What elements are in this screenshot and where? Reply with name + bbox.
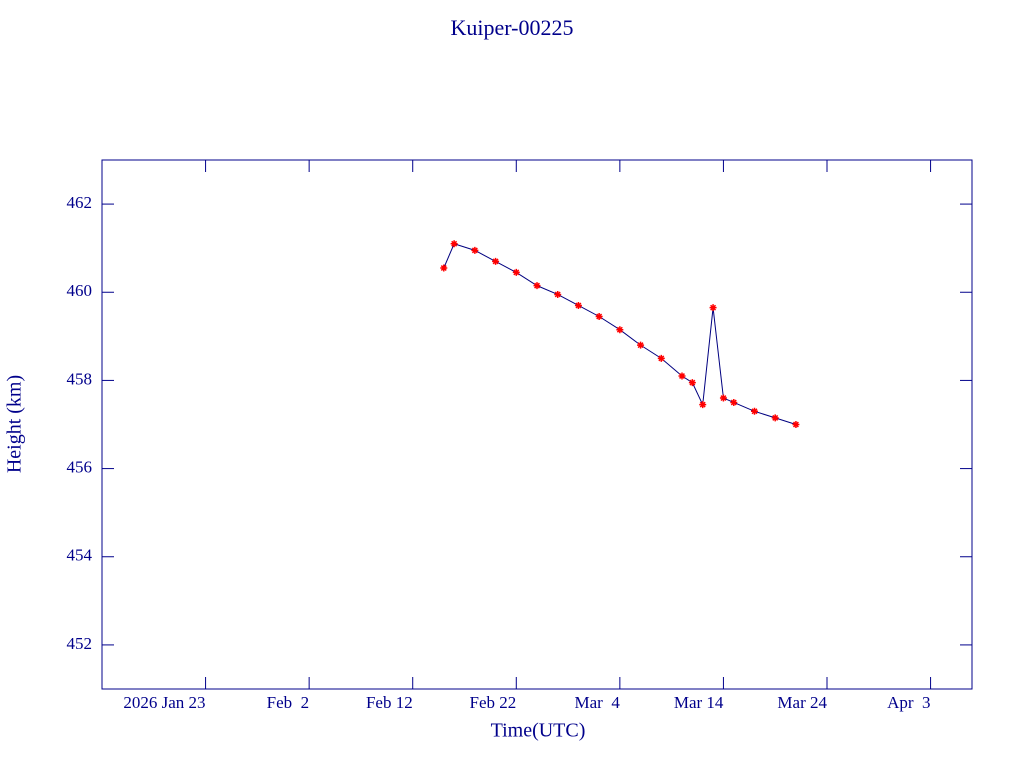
data-point	[616, 326, 624, 334]
series-line	[443, 243, 797, 425]
data-point	[637, 341, 645, 349]
data-point	[574, 301, 582, 309]
x-tick-label: Mar 14	[674, 693, 724, 712]
data-point	[771, 414, 779, 422]
data-point	[440, 264, 448, 272]
data-point	[719, 394, 727, 402]
x-axis-label: Time(UTC)	[491, 720, 586, 742]
y-tick-label: 456	[67, 457, 93, 476]
x-tick-label: Apr 3	[887, 693, 930, 712]
data-point	[678, 372, 686, 380]
data-point	[492, 257, 500, 265]
y-tick-label: 452	[67, 634, 93, 653]
y-axis-label: Height (km)	[4, 375, 26, 473]
data-point	[730, 398, 738, 406]
data-point	[595, 312, 603, 320]
data-point	[657, 354, 665, 362]
data-point	[471, 246, 479, 254]
data-point	[688, 379, 696, 387]
data-point	[512, 268, 520, 276]
x-tick-label: Mar 24	[777, 693, 827, 712]
x-tick-label: Feb 12	[366, 693, 413, 712]
data-point	[751, 407, 758, 415]
x-tick-label: Feb 22	[470, 693, 517, 712]
x-tick-label: 2026 Jan 23	[123, 693, 205, 712]
data-point	[554, 290, 562, 298]
y-tick-label: 462	[67, 193, 93, 212]
x-tick-label: Mar 4	[575, 693, 621, 712]
chart-title: Kuiper-00225	[451, 15, 574, 40]
y-tick-label: 460	[67, 281, 93, 300]
data-point	[709, 304, 717, 312]
y-tick-label: 458	[67, 369, 93, 388]
y-tick-label: 454	[67, 546, 93, 565]
data-point	[450, 240, 458, 248]
plot-frame	[101, 159, 973, 690]
data-point	[699, 401, 707, 409]
data-point	[533, 282, 541, 290]
data-point	[792, 421, 800, 428]
x-tick-label: Feb 2	[267, 693, 310, 712]
